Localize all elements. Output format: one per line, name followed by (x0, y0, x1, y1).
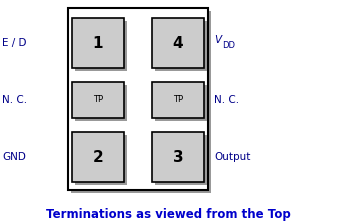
Bar (155, 85, 207, 121)
Bar (72, 132, 124, 182)
Bar (152, 18, 204, 68)
Text: 4: 4 (173, 35, 183, 50)
Text: 2: 2 (93, 149, 103, 164)
Text: TP: TP (173, 95, 183, 105)
Text: N. C.: N. C. (214, 95, 239, 105)
Bar (71, 11, 211, 193)
Bar (152, 82, 204, 118)
Bar (155, 135, 207, 185)
Text: DD: DD (222, 41, 235, 50)
Bar (72, 82, 124, 118)
Bar (72, 18, 124, 68)
Bar (155, 21, 207, 71)
Bar (75, 135, 127, 185)
Text: N. C.: N. C. (2, 95, 27, 105)
Text: 1: 1 (93, 35, 103, 50)
Bar (75, 21, 127, 71)
Text: Terminations as viewed from the Top: Terminations as viewed from the Top (46, 208, 291, 221)
Text: 3: 3 (173, 149, 183, 164)
Text: TP: TP (93, 95, 103, 105)
Bar (68, 8, 208, 190)
Text: V: V (214, 35, 221, 45)
Text: Output: Output (214, 152, 250, 162)
Text: E / D: E / D (2, 38, 27, 48)
Bar (152, 132, 204, 182)
Text: GND: GND (2, 152, 26, 162)
Bar (75, 85, 127, 121)
